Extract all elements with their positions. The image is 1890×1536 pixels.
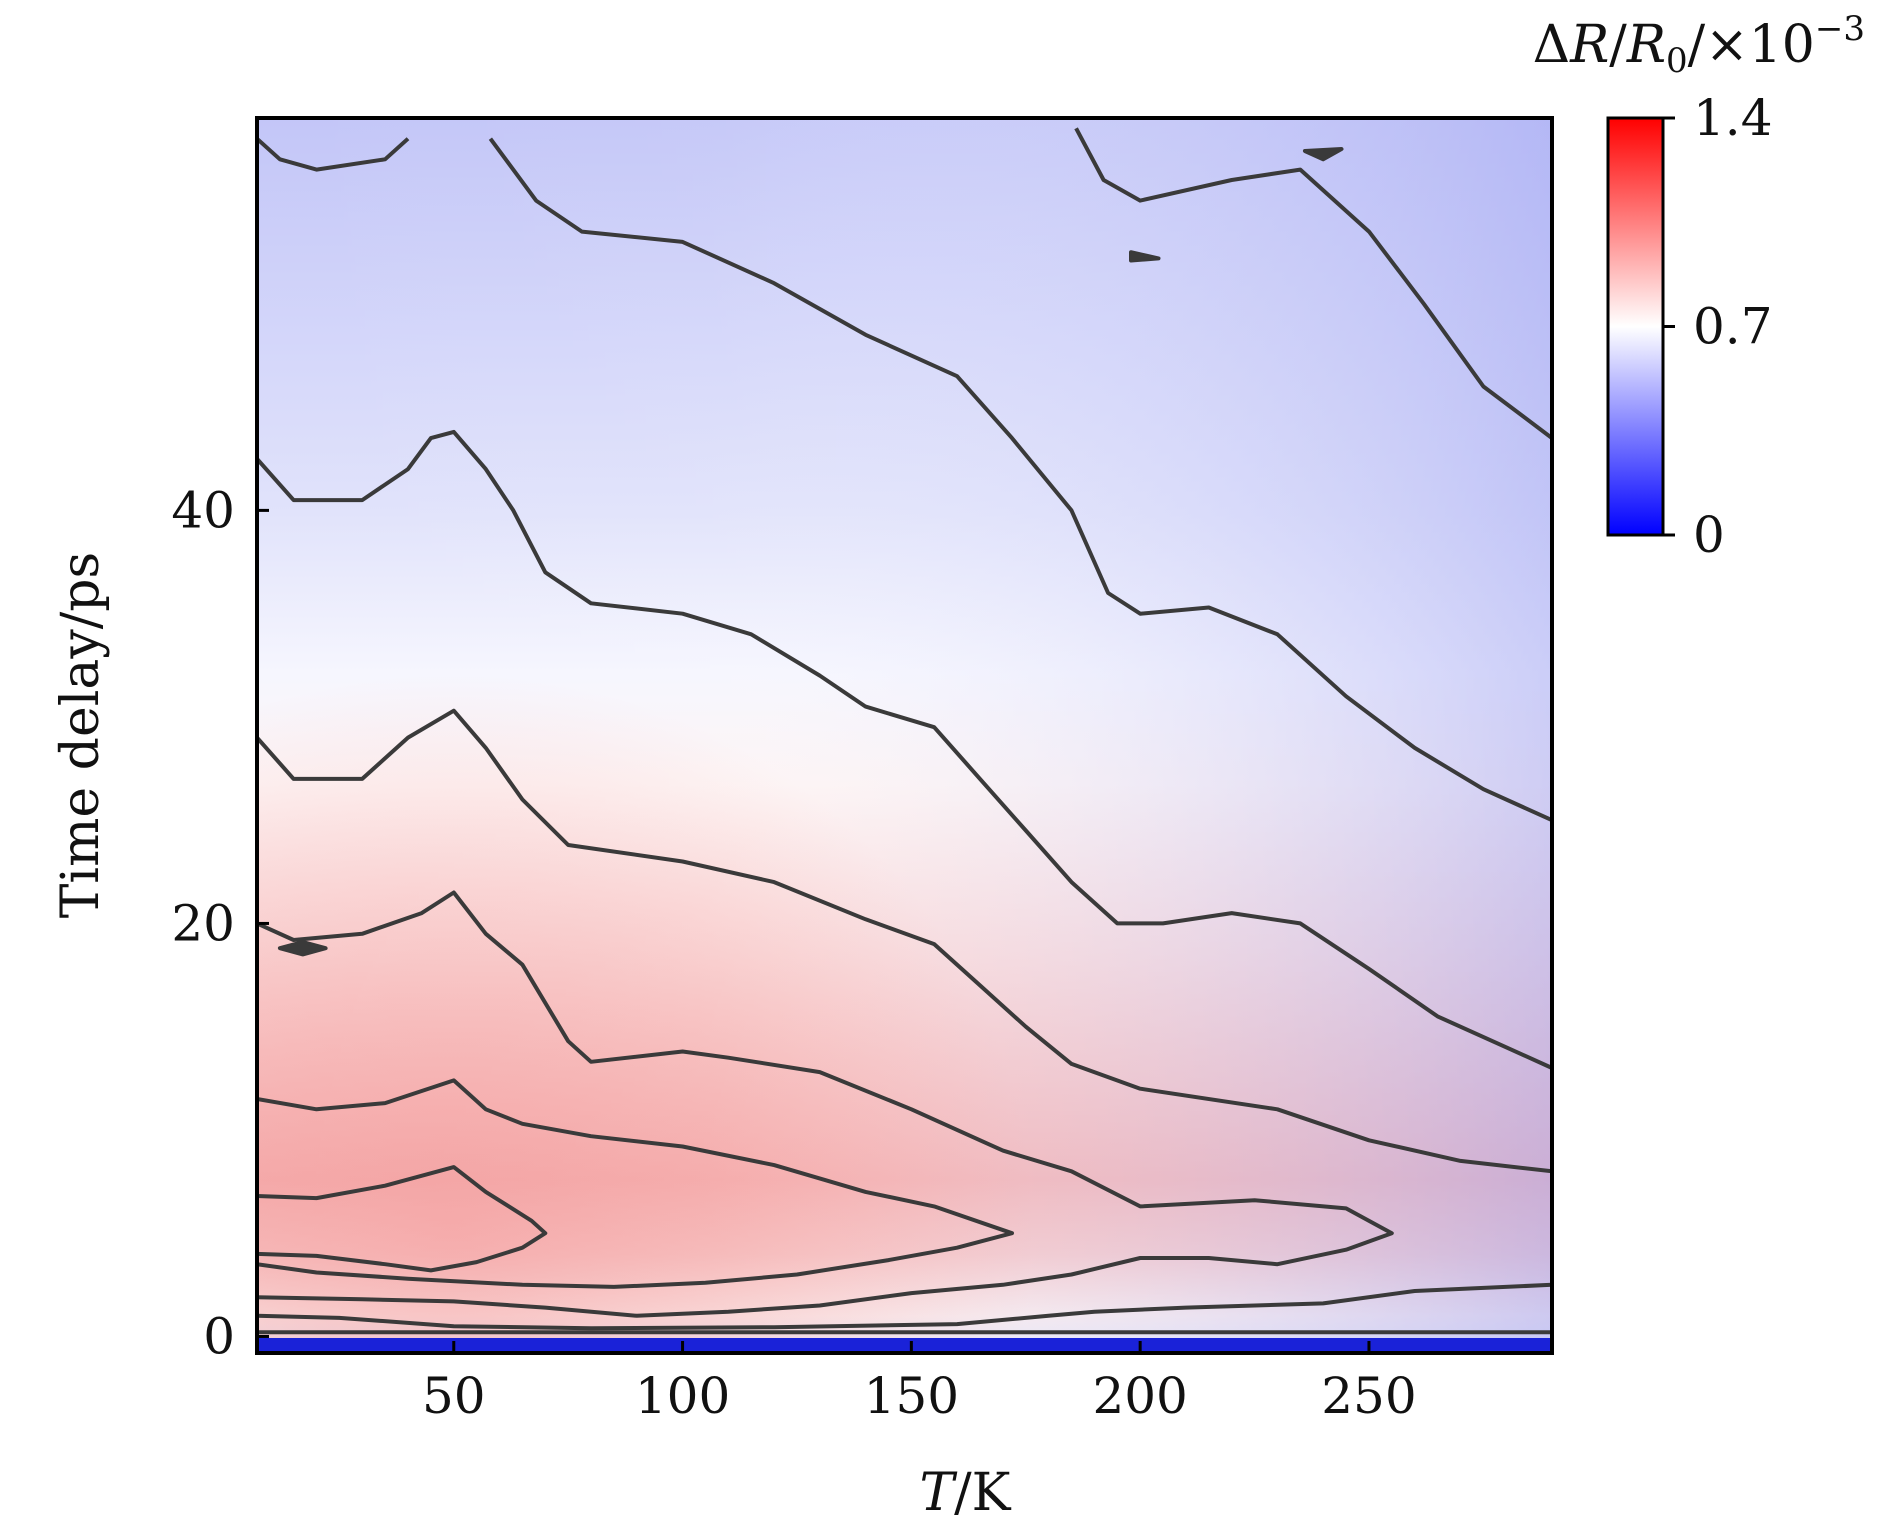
contour-level-2	[488, 137, 1552, 823]
contour-level-5	[257, 708, 1552, 1174]
contour-island-2	[1129, 250, 1161, 263]
colorbar-gradient	[1606, 116, 1665, 537]
contour-level-8	[257, 1165, 548, 1273]
y-axis-title: Time delay/ps	[51, 552, 111, 919]
colorbar: 0 0.7 1.4 ΔR/R0/×10−3	[1533, 9, 1865, 564]
contour-level-3	[1074, 127, 1552, 440]
x-axis-title: T/K	[919, 1463, 1011, 1523]
colorbar-title: ΔR/R0/×10−3	[1533, 9, 1865, 81]
colorbar-ticks: 0 0.7 1.4	[1663, 89, 1773, 564]
contour-island-3	[1302, 147, 1344, 162]
contour-level-4	[257, 429, 1552, 1070]
x-tick-label: 50	[422, 1367, 486, 1425]
contour-level-6	[257, 890, 1394, 1318]
heatmap-floor-band	[257, 1338, 1552, 1353]
x-axis-ticks: 50 100 150 200 250	[422, 1341, 1417, 1425]
y-tick-label: 0	[203, 1307, 235, 1365]
contour-level-9	[257, 1282, 1552, 1331]
y-tick-label: 40	[171, 481, 235, 539]
contour-level-1	[257, 137, 410, 172]
y-axis-ticks: 0 20 40	[171, 481, 269, 1365]
y-tick-label: 20	[171, 894, 235, 952]
contour-island-1	[277, 940, 328, 957]
x-tick-label: 100	[635, 1367, 730, 1425]
x-tick-label: 200	[1092, 1367, 1187, 1425]
plot-area	[255, 116, 1554, 1355]
colorbar-tick-label: 1.4	[1693, 89, 1773, 147]
plot-frame	[255, 116, 1554, 1355]
x-tick-label: 250	[1321, 1367, 1416, 1425]
contour-lines	[257, 127, 1552, 1335]
x-tick-label: 150	[864, 1367, 959, 1425]
colorbar-tick-label: 0	[1693, 506, 1725, 564]
contour-level-7	[257, 1078, 1014, 1289]
colorbar-tick-label: 0.7	[1693, 298, 1773, 356]
